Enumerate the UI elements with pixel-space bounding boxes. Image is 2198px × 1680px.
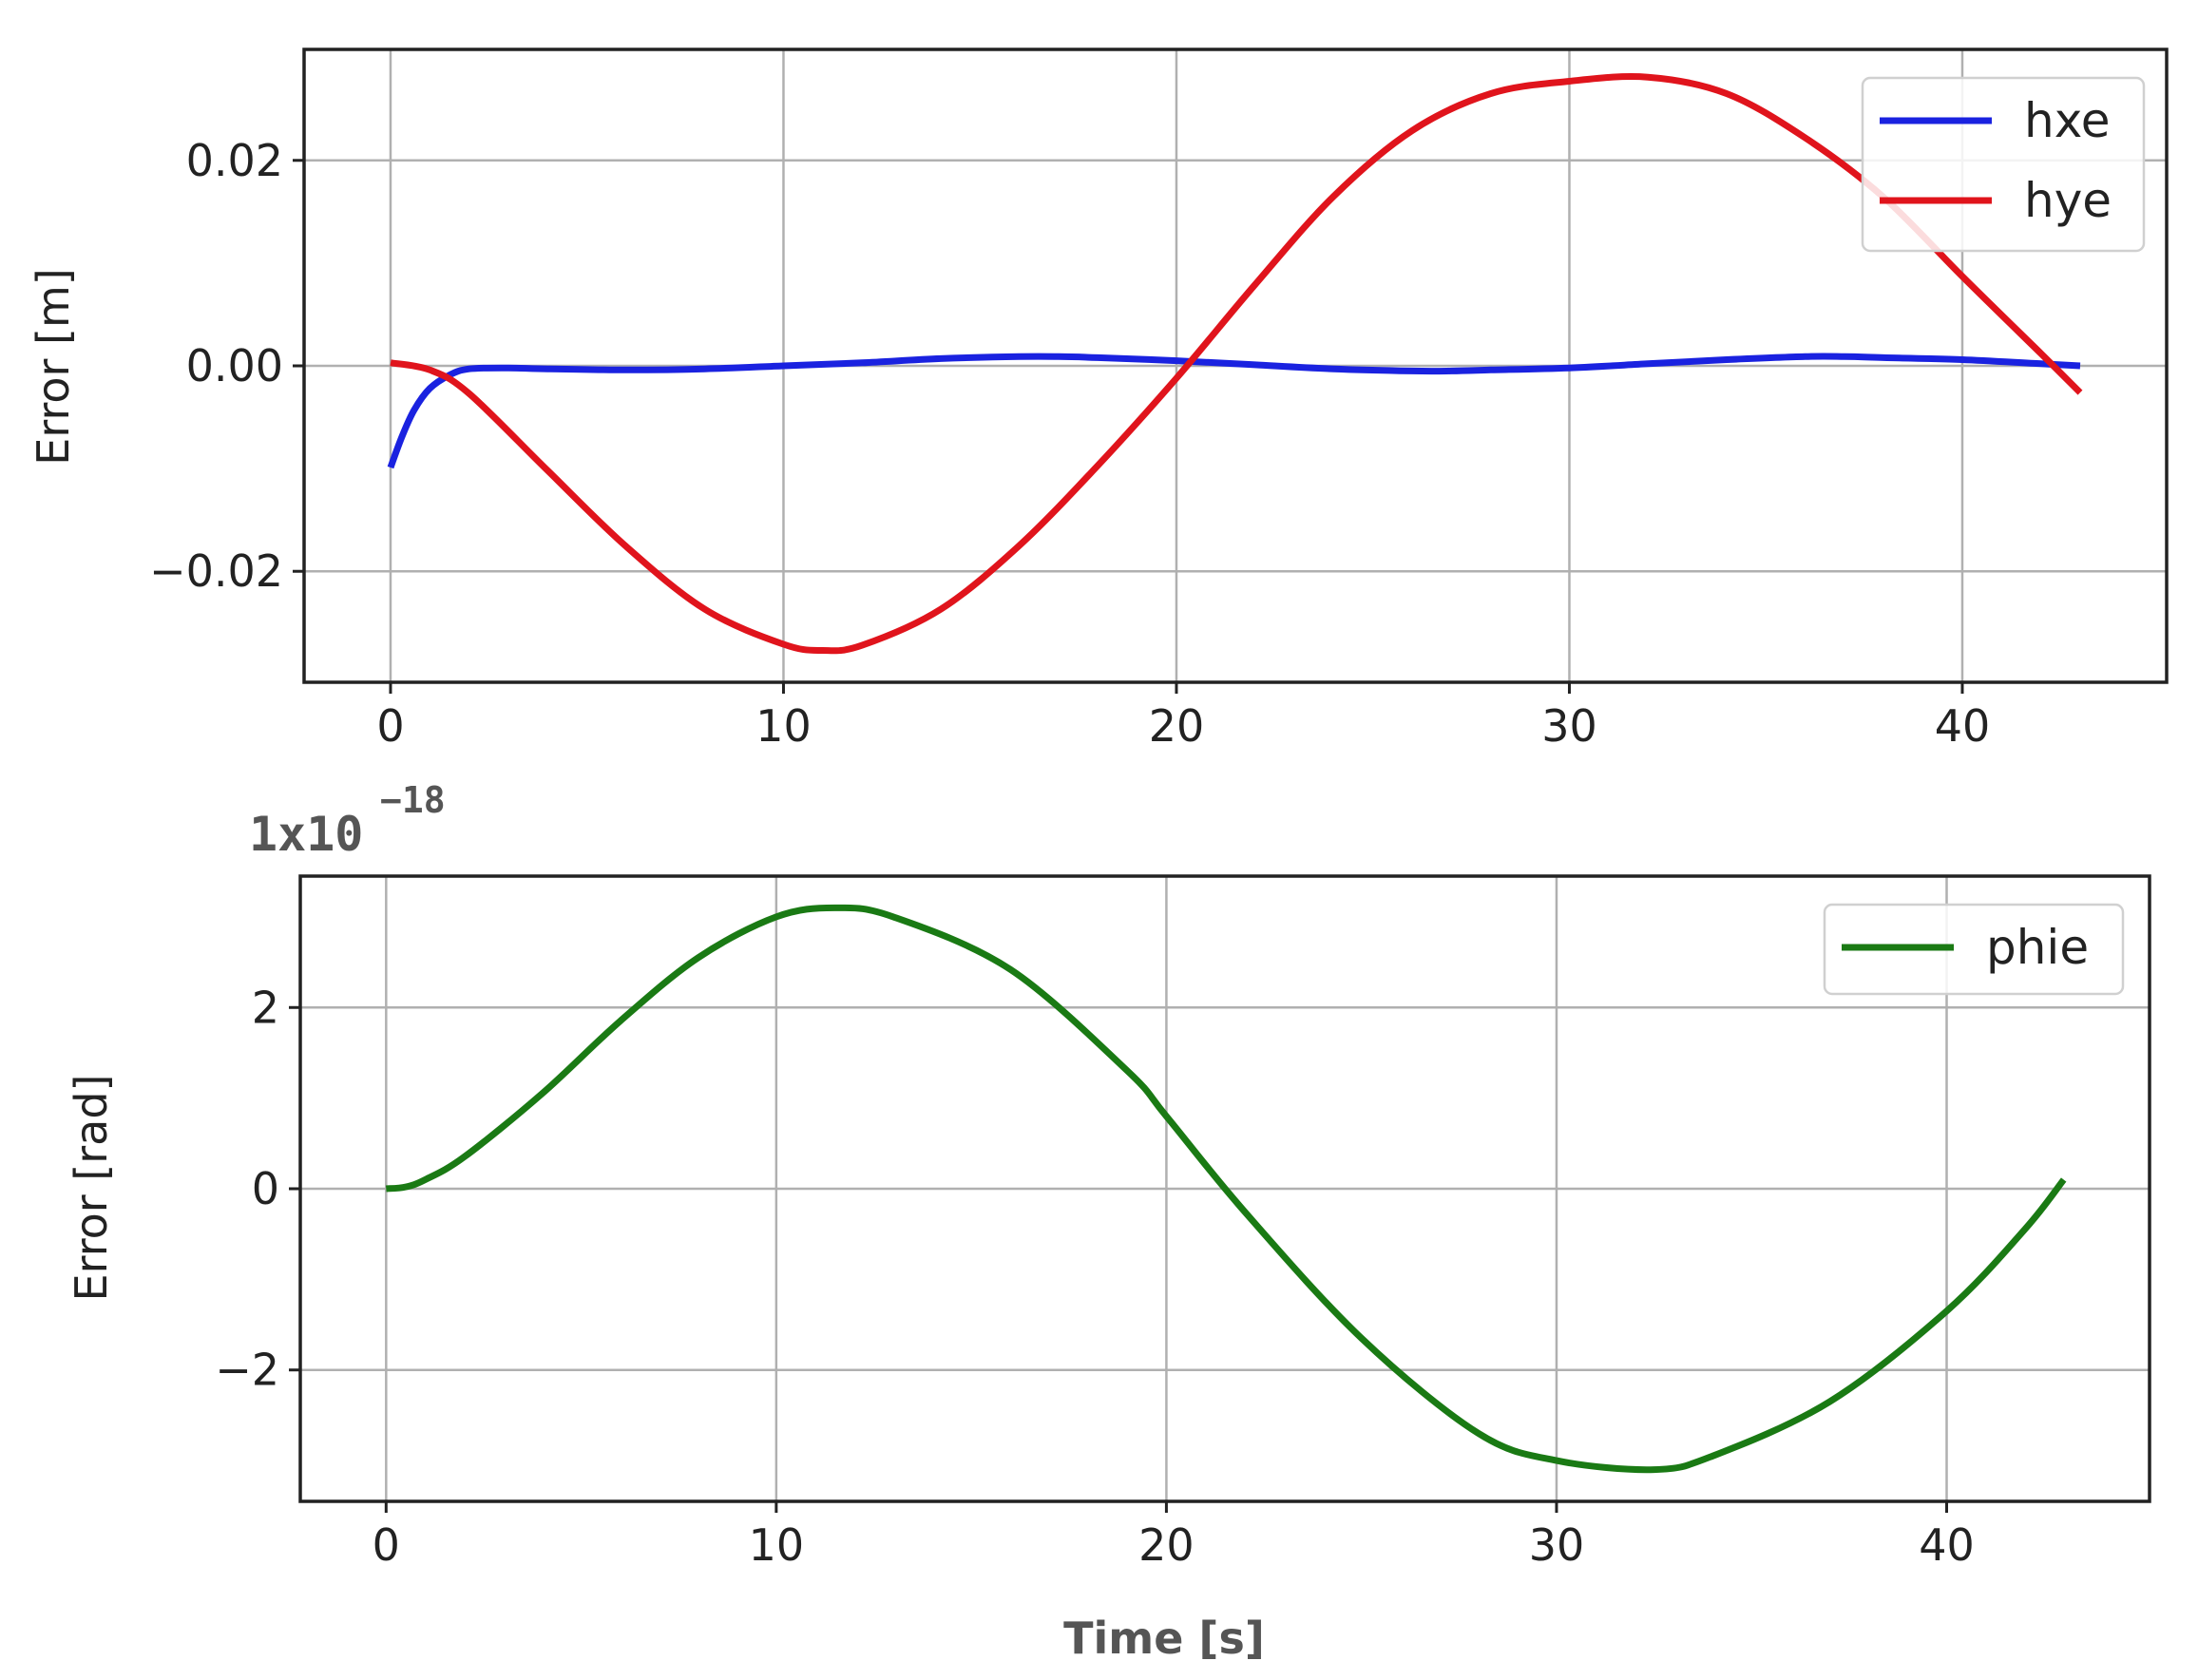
y-tick-label: −0.02 (149, 545, 283, 597)
y-offset-text: 1x10 (249, 807, 363, 862)
x-tick-label: 20 (1149, 700, 1205, 752)
x-tick-label: 10 (755, 700, 812, 752)
x-tick-label: 0 (373, 1519, 400, 1571)
x-tick-label: 10 (749, 1519, 805, 1571)
legend: hxe hye (1861, 76, 2146, 253)
series-line-hxe (387, 353, 2081, 469)
y-offset-exponent: −18 (380, 779, 446, 821)
x-tick-label: 30 (1541, 700, 1597, 752)
legend: phie (1823, 903, 2125, 996)
x-tick-label: 40 (1919, 1519, 1975, 1571)
position-error-ylabel: Error [m] (28, 268, 79, 465)
orientation-error-panel: 0 10 20 30 40 −2 0 2 phie (215, 874, 2151, 1571)
y-tick-label: 0.00 (186, 340, 283, 391)
series-line-hye (390, 73, 2083, 655)
orientation-error-ylabel: Error [rad] (66, 1075, 117, 1302)
x-tick-label: 20 (1138, 1519, 1195, 1571)
x-tick-label: 40 (1935, 700, 1991, 752)
time-xlabel: Time [s] (1063, 1613, 1265, 1664)
legend-box (1823, 903, 2125, 996)
legend-label-phie: phie (1986, 920, 2089, 975)
x-tick-label: 30 (1529, 1519, 1585, 1571)
y-tick-label: 2 (252, 982, 279, 1033)
x-tick-label: 0 (376, 700, 404, 752)
legend-label-hxe: hxe (2024, 93, 2111, 148)
y-tick-label: 0.02 (186, 135, 283, 186)
position-error-panel: 0 10 20 30 40 −0.02 0.00 0.02 hxe hye (149, 48, 2169, 752)
series-line-phie (385, 904, 2067, 1474)
legend-label-hye: hye (2024, 173, 2112, 228)
y-tick-label: 0 (252, 1163, 279, 1214)
y-tick-label: −2 (215, 1345, 279, 1396)
